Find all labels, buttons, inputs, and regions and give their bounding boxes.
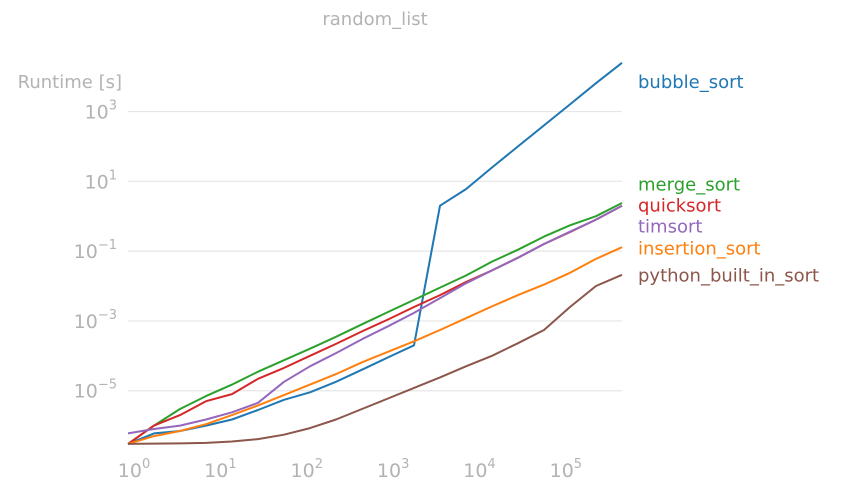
series-label-insertion_sort: insertion_sort (638, 238, 761, 259)
y-tick-labels: 103 101 10−1 10−3 10−5 (74, 99, 117, 403)
series-line-insertion_sort (127, 246, 623, 445)
x-tick-label: 102 (291, 457, 323, 482)
series-labels: bubble_sort merge_sortquicksorttimsortins… (638, 72, 819, 286)
series-label-bubble_sort: bubble_sort (638, 72, 744, 93)
gridlines (128, 110, 622, 392)
series-line-timsort (127, 204, 623, 435)
y-axis-label: Runtime [s] (18, 72, 122, 93)
x-tick-label: 105 (550, 457, 582, 482)
x-tick-label: 103 (377, 457, 409, 482)
series-line-merge_sort (127, 202, 623, 445)
series-label-merge_sort: merge_sort (638, 175, 740, 196)
series-label-quicksort: quicksort (638, 196, 721, 217)
y-tick-label: 10−3 (74, 308, 117, 333)
x-tick-label: 104 (463, 457, 495, 482)
series-label-timsort: timsort (638, 217, 702, 238)
y-tick-label: 103 (85, 99, 117, 124)
x-tick-label: 101 (204, 457, 236, 482)
y-tick-label: 10−1 (74, 238, 117, 263)
chart-title: random_list (322, 9, 427, 30)
series-line-bubble_sort (127, 62, 623, 445)
series-label-python_built_in_sort: python_built_in_sort (638, 266, 819, 287)
x-tick-label: 100 (118, 457, 150, 482)
series-lines (127, 62, 623, 445)
series-line-python_built_in_sort (127, 273, 623, 445)
y-tick-label: 10−5 (74, 378, 117, 403)
x-tick-labels: 100 101 102 103 104 105 (118, 457, 582, 482)
y-tick-label: 101 (85, 168, 117, 193)
